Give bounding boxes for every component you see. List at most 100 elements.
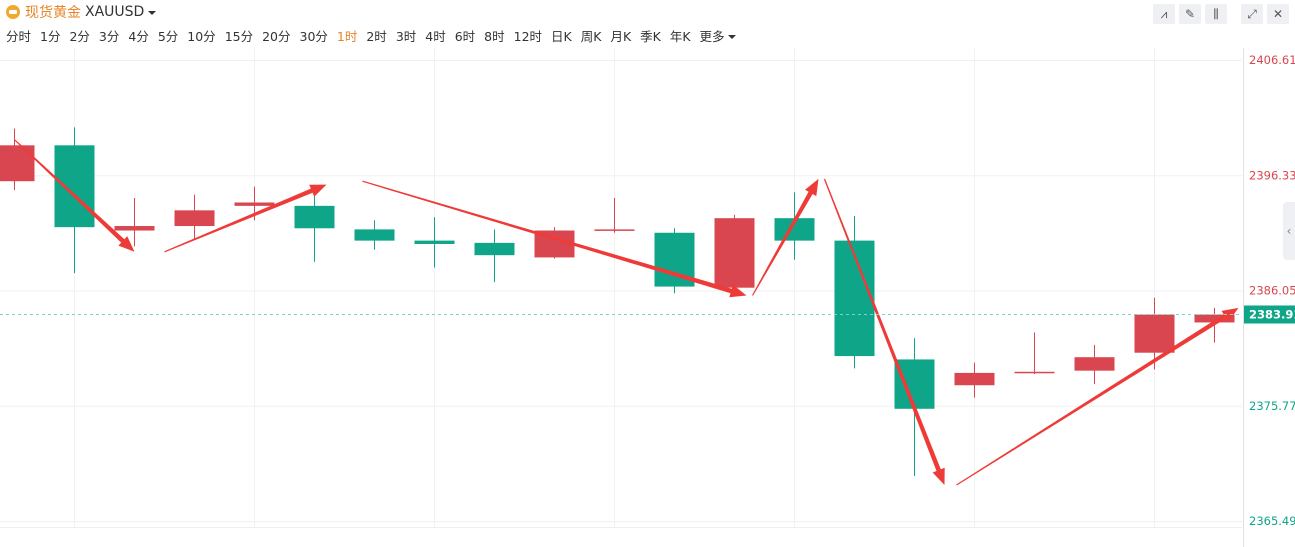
candle-body: [54, 145, 95, 228]
price-tick-label: 2375.77: [1249, 399, 1295, 413]
period-tab[interactable]: 日K: [551, 26, 572, 44]
annotation-arrow: [362, 180, 747, 298]
symbol-name: 现货黄金: [25, 5, 81, 21]
line-chart-button[interactable]: ⩘: [1153, 4, 1175, 24]
period-tab-label: 15分: [224, 29, 254, 44]
arrow-shape: [956, 307, 1239, 486]
period-tab-label: 20分: [262, 29, 291, 44]
side-panel-toggle[interactable]: ‹: [1283, 202, 1295, 260]
period-tab[interactable]: 分时: [6, 26, 31, 44]
period-tab-label: 4时: [425, 29, 446, 44]
annotation-arrow: [956, 307, 1239, 486]
period-tab[interactable]: 季K: [640, 26, 661, 44]
price-tick-label: 2365.49: [1249, 514, 1295, 528]
annotation-arrow: [823, 178, 945, 485]
period-tab-label: 分时: [6, 29, 32, 44]
candle-body: [114, 226, 155, 231]
arrow-shape: [362, 180, 747, 298]
pencil-button[interactable]: ✎: [1179, 4, 1201, 24]
period-tab-label: 12时: [513, 29, 543, 44]
last-price-badge: [1244, 305, 1295, 324]
candle-body: [1194, 314, 1235, 323]
symbol-selector[interactable]: 现货黄金 XAUUSD: [6, 3, 157, 21]
candle-body: [954, 372, 995, 386]
price-tick-label: 2396.33: [1249, 168, 1295, 182]
period-tab[interactable]: 周K: [581, 26, 602, 44]
period-tab[interactable]: 年K: [670, 26, 691, 44]
period-tab-label: 10分: [187, 29, 216, 44]
period-tab[interactable]: 1时: [337, 26, 357, 44]
annotation-arrow: [14, 139, 135, 252]
period-tab-label: 2分: [69, 29, 90, 44]
chevron-down-icon: [148, 11, 157, 15]
chart-grid: [0, 48, 1244, 547]
period-tab-label: 月K: [610, 29, 632, 44]
close-button[interactable]: ✕: [1267, 4, 1289, 24]
period-tab[interactable]: 30分: [300, 26, 328, 44]
period-tab-label: 更多: [699, 29, 725, 44]
last-price-marker: 2383.91: [0, 305, 1295, 324]
last-price-label: 2383.91: [1249, 307, 1295, 321]
arrow-shape: [752, 178, 819, 296]
price-axis: 2406.61 2396.33 2386.05 2375.77 2365.49: [1249, 53, 1295, 528]
arrow-shape: [164, 184, 327, 253]
period-tab[interactable]: 6时: [455, 26, 475, 44]
candlestick-icon: ⫼: [1213, 6, 1219, 21]
period-tab[interactable]: 更多: [700, 26, 736, 44]
candle-body: [774, 218, 815, 241]
period-tab[interactable]: 4分: [128, 26, 148, 44]
arrow-shape: [823, 178, 945, 485]
period-tab[interactable]: 3分: [99, 26, 119, 44]
period-tab-label: 5分: [157, 29, 179, 44]
period-tab-label: 3分: [98, 29, 120, 44]
period-tab-label: 8时: [484, 29, 505, 44]
period-tab[interactable]: 5分: [158, 26, 178, 44]
candle-body: [354, 229, 395, 241]
annotation-arrow: [752, 178, 819, 296]
candle-body: [594, 229, 635, 231]
price-tick-label: 2386.05: [1249, 284, 1295, 298]
period-tab[interactable]: 8时: [484, 26, 504, 44]
annotation-arrow: [164, 184, 327, 253]
candle-body: [834, 240, 875, 357]
period-tab-label: 年K: [669, 29, 691, 44]
candle-body: [234, 202, 275, 206]
chart-toolbar: ⩘ ✎ ⫼ ⤢ ✕: [1153, 4, 1289, 24]
period-tab[interactable]: 3时: [396, 26, 416, 44]
period-tab-label: 3时: [395, 29, 417, 44]
period-tab[interactable]: 月K: [610, 26, 631, 44]
period-tab[interactable]: 2分: [69, 26, 89, 44]
candle-body: [0, 145, 35, 182]
period-tab[interactable]: 10分: [187, 26, 215, 44]
candle-body: [1014, 371, 1055, 374]
period-tab[interactable]: 20分: [262, 26, 290, 44]
period-tab-label: 周K: [580, 29, 602, 44]
period-tab-label: 日K: [551, 29, 572, 44]
expand-button[interactable]: ⤢: [1241, 4, 1263, 24]
gold-coin-icon: [6, 5, 20, 19]
period-tab[interactable]: 2时: [366, 26, 386, 44]
chevron-left-icon: ‹: [1286, 224, 1292, 238]
arrow-shape: [14, 139, 135, 252]
chevron-down-icon: [727, 34, 736, 39]
period-tab-label: 4分: [128, 29, 149, 44]
period-tab[interactable]: 15分: [225, 26, 253, 44]
candle-body: [414, 240, 455, 244]
pencil-icon: ✎: [1184, 7, 1196, 21]
period-tab-label: 1时: [336, 29, 358, 44]
period-tab[interactable]: 4时: [425, 26, 445, 44]
expand-icon: ⤢: [1247, 6, 1257, 21]
candle-body: [174, 210, 215, 227]
period-tab-label: 6时: [454, 29, 476, 44]
period-tab-label: 2时: [366, 29, 387, 44]
candlestick-button[interactable]: ⫼: [1205, 4, 1227, 24]
candle-body: [294, 205, 335, 229]
top-bar: 现货黄金 XAUUSD ⩘ ✎ ⫼ ⤢ ✕: [0, 0, 1295, 24]
candle-body: [714, 218, 755, 288]
candle-body: [894, 359, 935, 409]
period-tab[interactable]: 12时: [514, 26, 542, 44]
line-chart-icon: ⩘: [1160, 6, 1168, 21]
annotation-arrows: [14, 139, 1239, 486]
period-tab[interactable]: 1分: [40, 26, 60, 44]
